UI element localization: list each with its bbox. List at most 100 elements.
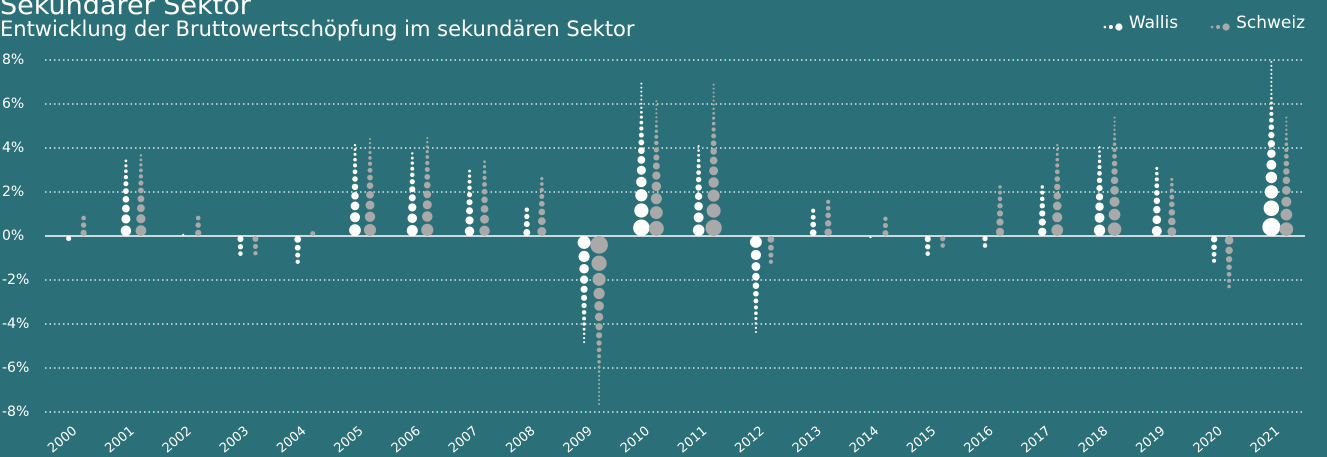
dot [579,263,589,274]
dot [1153,205,1161,214]
dot [767,236,775,243]
dot [368,156,372,160]
dot [138,180,144,186]
dot [1279,222,1294,237]
dot [596,332,603,339]
dot [1211,244,1217,250]
dot [695,184,702,191]
dot [882,222,889,229]
dot [139,163,143,167]
dot [1054,169,1060,175]
dot [523,229,531,236]
dot [809,229,817,237]
dot [712,103,715,106]
dot [582,322,586,326]
dot [711,121,716,126]
dot [409,179,415,185]
legend-icon [1108,25,1113,29]
legend-icon [1216,25,1221,29]
dot [649,206,663,220]
dot-column [767,236,775,264]
dot [368,142,372,145]
dot [1038,218,1046,226]
dot [195,215,201,221]
dot-column [749,236,762,333]
dot [598,395,601,398]
dot [123,175,129,180]
dot [353,157,357,162]
dot [481,196,488,204]
dot [825,205,831,211]
dot [425,150,429,154]
dot [654,134,659,139]
y-tick-label: 8% [2,52,24,68]
dot [1282,186,1291,195]
dot [998,190,1002,195]
dot [754,330,757,333]
dot [712,111,715,115]
dot [696,164,701,169]
dot [1154,177,1159,182]
dot-column [869,236,872,239]
dot [1270,80,1273,83]
dot [1151,225,1162,236]
dot [640,82,643,85]
dot [1168,217,1176,226]
dot [596,340,602,346]
x-tick-label: 2021 [1248,424,1283,457]
dot [410,172,415,178]
dot [349,212,361,223]
dot [421,223,434,236]
dot [1055,152,1059,156]
dot [1154,190,1160,196]
dot [997,196,1003,202]
dot [1283,168,1290,175]
dot [139,154,143,157]
x-tick-label: 2009 [561,424,596,457]
dot [655,104,658,107]
dot [1095,193,1104,201]
dot [1055,163,1060,168]
dot [1168,209,1176,216]
dot [712,99,715,102]
x-tick-label: 2011 [675,424,710,457]
dot [810,214,816,220]
dot [237,236,244,243]
dot [824,228,832,237]
dot [767,244,774,251]
dot [479,225,490,236]
dot [640,102,643,105]
dot [712,107,715,110]
dot [581,310,587,315]
dot [1270,92,1273,95]
dot [482,165,487,169]
dot [1284,154,1289,159]
dot [252,236,259,242]
dot [651,181,662,192]
dot [1055,157,1060,162]
dot [711,127,716,132]
dot [695,176,702,183]
dot [598,399,601,402]
dot [353,148,357,151]
dot [465,216,474,225]
dot [422,211,433,222]
dot [1109,196,1120,207]
dot [1052,201,1062,211]
dot [1112,142,1117,146]
x-tick-label: 2005 [332,424,367,457]
dot [1281,196,1292,207]
y-tick-label: -8% [2,404,29,420]
dot-column [66,236,72,242]
dot [1040,185,1044,189]
dot [252,243,259,250]
dot [753,305,758,310]
dot [640,110,643,114]
dot-column [135,154,147,236]
dot [638,132,644,138]
dot-column [940,236,946,248]
dot-column [982,236,988,248]
dot [137,195,145,203]
dot [524,213,530,220]
dot [1270,88,1273,91]
